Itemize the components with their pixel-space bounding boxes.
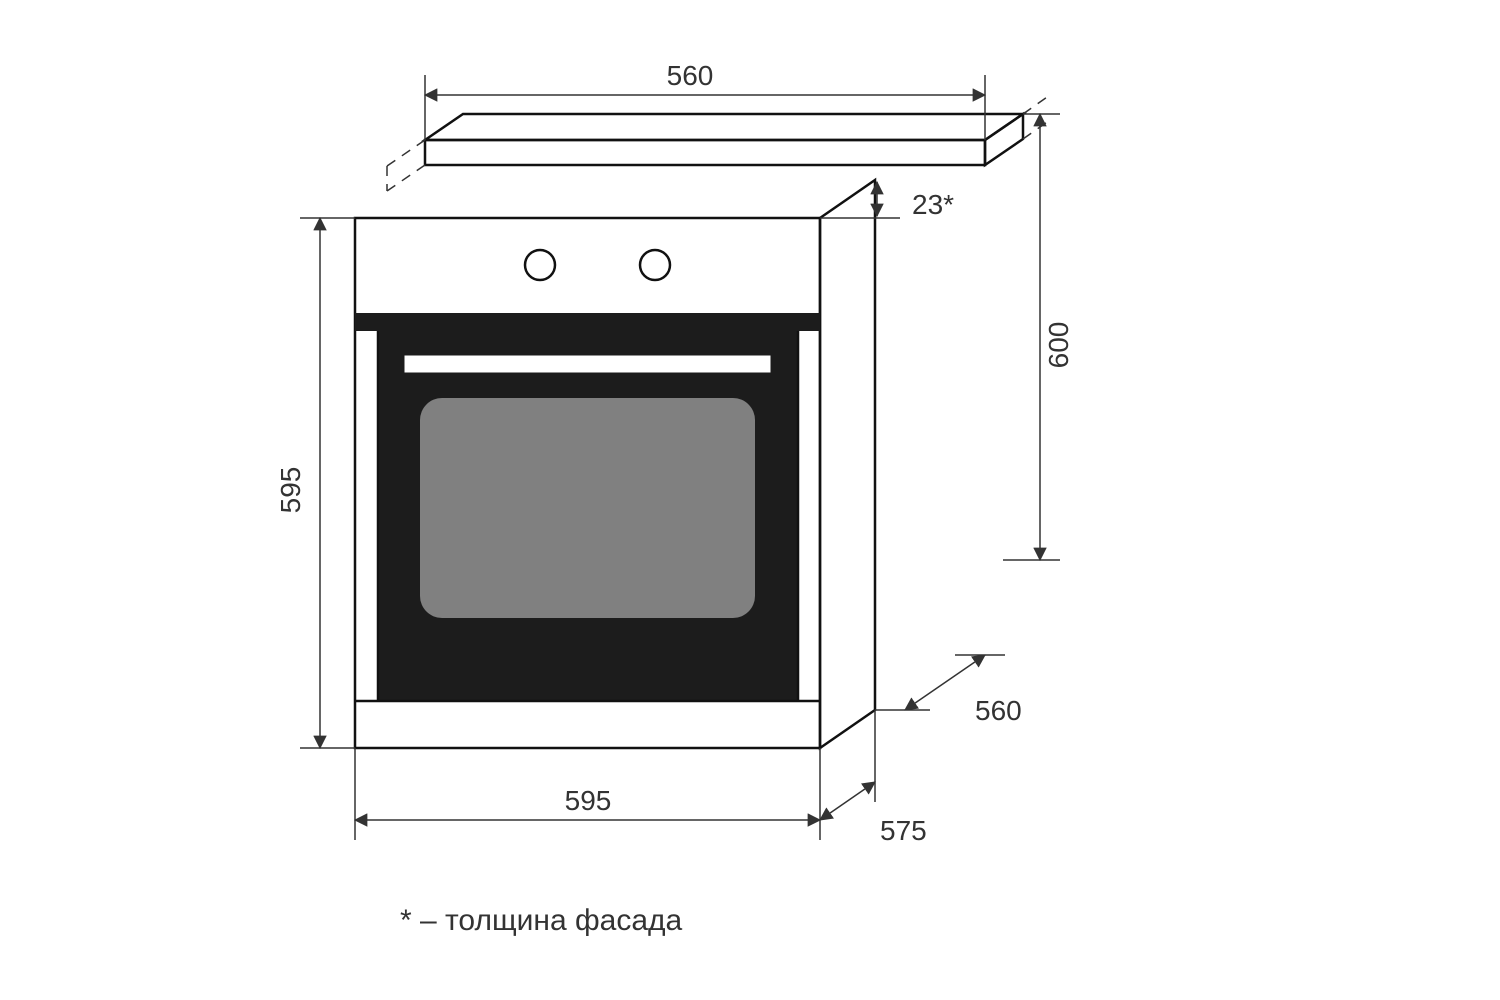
dim-label-top: 560 — [667, 60, 714, 91]
footnote-text: * – толщина фасада — [400, 904, 683, 937]
knob-right — [640, 250, 670, 280]
oven-side-panel — [820, 180, 875, 748]
oven-dimension-diagram: 560 23* 600 595 595 575 — [0, 0, 1500, 1000]
trim-strip — [355, 313, 820, 331]
oven-window — [420, 398, 755, 618]
countertop — [387, 95, 1050, 191]
dim-gap-23: 23* — [820, 182, 954, 220]
knob-left — [525, 250, 555, 280]
dim-depth-560: 560 — [875, 655, 1022, 726]
dim-label-depth-575: 575 — [880, 815, 927, 846]
door-handle — [405, 356, 770, 372]
dim-label-bottom: 595 — [565, 785, 612, 816]
dim-label-left: 595 — [275, 467, 306, 514]
oven-front — [355, 218, 820, 748]
dim-top-560: 560 — [425, 60, 985, 140]
dim-label-depth-560: 560 — [975, 695, 1022, 726]
dim-bottom-595: 595 — [355, 748, 820, 840]
dim-depth-575: 575 — [820, 710, 927, 846]
dim-left-595: 595 — [275, 218, 355, 748]
dim-label-right: 600 — [1043, 322, 1074, 369]
dim-right-600: 600 — [1003, 114, 1074, 560]
dim-label-gap: 23* — [912, 189, 954, 220]
